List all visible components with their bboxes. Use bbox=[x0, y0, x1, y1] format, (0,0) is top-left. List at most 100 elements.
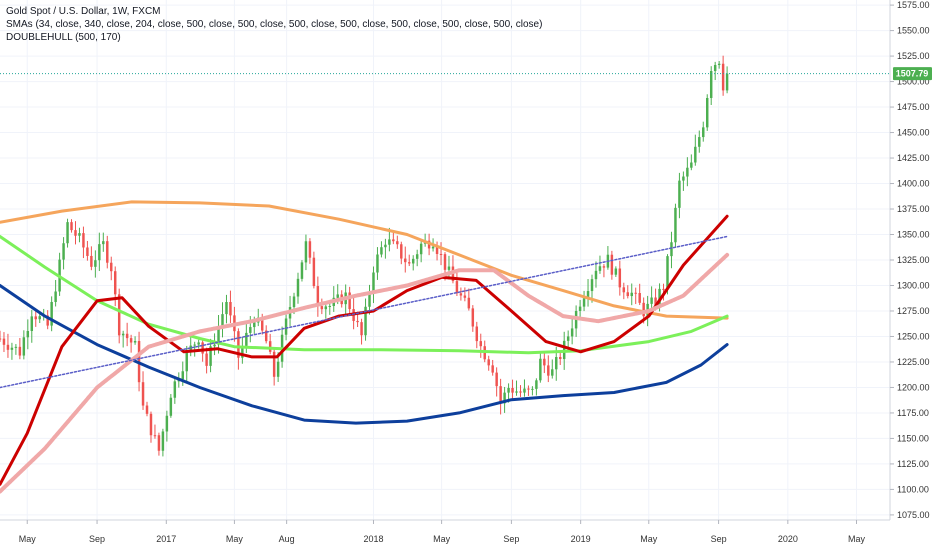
candle-body bbox=[507, 387, 510, 393]
candle-body bbox=[74, 230, 77, 236]
price-tick-label: 1450.00 bbox=[897, 128, 930, 138]
candle-body bbox=[435, 246, 439, 254]
candle-body bbox=[618, 268, 622, 288]
candle-body bbox=[586, 291, 590, 299]
candle-body bbox=[558, 357, 562, 360]
price-axis[interactable]: 1575.00 1550.00 1525.00 1500.00 1475.00 1450.… bbox=[890, 0, 930, 520]
candle-body bbox=[443, 254, 447, 270]
candle-body bbox=[145, 405, 149, 414]
price-tick-label: 1425.00 bbox=[897, 153, 930, 163]
candle-body bbox=[479, 341, 482, 347]
sma-indicator-label[interactable]: SMAs (34, close, 340, close, 204, close,… bbox=[6, 19, 543, 30]
candle-body bbox=[300, 262, 304, 279]
indicator-line-5 bbox=[0, 252, 730, 494]
price-tick-label: 1175.00 bbox=[897, 408, 929, 418]
candle-body bbox=[129, 338, 133, 343]
time-tick-label: May bbox=[640, 534, 658, 544]
candle-body bbox=[316, 286, 320, 307]
candle-body bbox=[658, 288, 661, 306]
candle-body bbox=[674, 207, 677, 243]
candle-body bbox=[201, 342, 204, 354]
time-axis[interactable]: May Sep 2017 May Aug 2018 May Sep 2019 May Sep 2020… bbox=[19, 520, 866, 544]
candle-body bbox=[638, 293, 641, 303]
price-tick-label: 1325.00 bbox=[897, 255, 930, 265]
candle-body bbox=[527, 388, 530, 390]
candle-body bbox=[26, 330, 30, 338]
candle-body bbox=[70, 222, 73, 231]
candle-body bbox=[404, 258, 407, 263]
last-price-tag: 1507.79 bbox=[893, 67, 932, 81]
indicator-line-6 bbox=[0, 235, 728, 389]
candle-body bbox=[694, 146, 697, 163]
candle-body bbox=[678, 180, 681, 208]
time-tick-label: Aug bbox=[279, 534, 295, 544]
candle-body bbox=[165, 415, 169, 432]
candle-body bbox=[717, 63, 721, 65]
candle-body bbox=[169, 397, 173, 416]
candle-body bbox=[467, 297, 471, 309]
candle-body bbox=[447, 266, 451, 270]
symbol-title[interactable]: Gold Spot / U.S. Dollar, 1W, FXCM bbox=[6, 6, 161, 17]
candle-body bbox=[153, 435, 157, 437]
candle-body bbox=[225, 301, 228, 315]
candle-body bbox=[253, 322, 256, 328]
doublehull-indicator-label[interactable]: DOUBLEHULL (500, 170) bbox=[6, 32, 121, 43]
candle-body bbox=[392, 239, 395, 242]
time-tick-label: Sep bbox=[711, 534, 727, 544]
candle-body bbox=[702, 127, 705, 138]
candle-body bbox=[284, 318, 288, 335]
candle-body bbox=[380, 247, 383, 255]
candle-body bbox=[622, 287, 626, 293]
candle-body bbox=[396, 241, 399, 245]
candle-body bbox=[86, 247, 89, 256]
price-tick-label: 1150.00 bbox=[897, 433, 929, 443]
candle-body bbox=[205, 353, 208, 366]
indicator-line-3 bbox=[0, 284, 729, 425]
candle-body bbox=[133, 341, 137, 343]
indicator-line-2 bbox=[0, 235, 729, 355]
candle-body bbox=[245, 332, 248, 346]
price-tick-label: 1225.00 bbox=[897, 357, 930, 367]
candle-body bbox=[372, 272, 375, 293]
candle-body bbox=[308, 241, 312, 258]
candle-body bbox=[364, 306, 367, 336]
candle-body bbox=[324, 306, 328, 310]
candle-body bbox=[82, 233, 85, 248]
candle-body bbox=[2, 338, 6, 345]
candle-body bbox=[578, 306, 582, 311]
candle-body bbox=[38, 316, 41, 320]
candle-body bbox=[511, 387, 514, 393]
candle-body bbox=[519, 391, 522, 393]
time-tick-label: 2017 bbox=[156, 534, 176, 544]
indicator-lines bbox=[0, 200, 730, 494]
candle-body bbox=[54, 291, 57, 302]
candle-body bbox=[709, 71, 713, 98]
candle-body bbox=[50, 301, 53, 326]
candle-body bbox=[408, 262, 411, 264]
candle-body bbox=[22, 337, 26, 356]
candle-body bbox=[193, 344, 196, 346]
candle-body bbox=[336, 294, 339, 298]
candle-body bbox=[249, 327, 252, 333]
candle-body bbox=[376, 254, 379, 273]
candle-body bbox=[292, 296, 296, 308]
time-tick-label: 2018 bbox=[363, 534, 383, 544]
candle-body bbox=[6, 344, 10, 350]
candle-body bbox=[721, 63, 725, 91]
candle-body bbox=[276, 361, 280, 377]
candle-body bbox=[98, 244, 101, 261]
candle-body bbox=[642, 302, 645, 317]
candle-body bbox=[503, 392, 506, 404]
candle-body bbox=[487, 359, 490, 366]
time-tick-label: May bbox=[848, 534, 866, 544]
candle-body bbox=[682, 176, 685, 181]
candle-body bbox=[66, 222, 69, 244]
candle-body bbox=[713, 64, 717, 72]
candle-body bbox=[106, 241, 109, 263]
candle-body bbox=[582, 298, 586, 307]
candle-body bbox=[626, 292, 629, 297]
last-price-label: 1507.79 bbox=[896, 69, 929, 79]
time-tick-label: May bbox=[226, 534, 244, 544]
candle-body bbox=[654, 297, 657, 306]
